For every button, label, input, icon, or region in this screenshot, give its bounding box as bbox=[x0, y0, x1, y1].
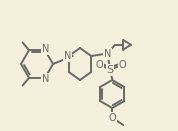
Text: S: S bbox=[107, 65, 114, 75]
Text: N: N bbox=[42, 74, 49, 84]
Text: N: N bbox=[104, 49, 111, 59]
Text: O: O bbox=[95, 60, 103, 70]
Text: O: O bbox=[118, 60, 126, 70]
Text: N: N bbox=[64, 51, 71, 61]
Text: O: O bbox=[108, 113, 116, 123]
Text: N: N bbox=[42, 44, 49, 54]
